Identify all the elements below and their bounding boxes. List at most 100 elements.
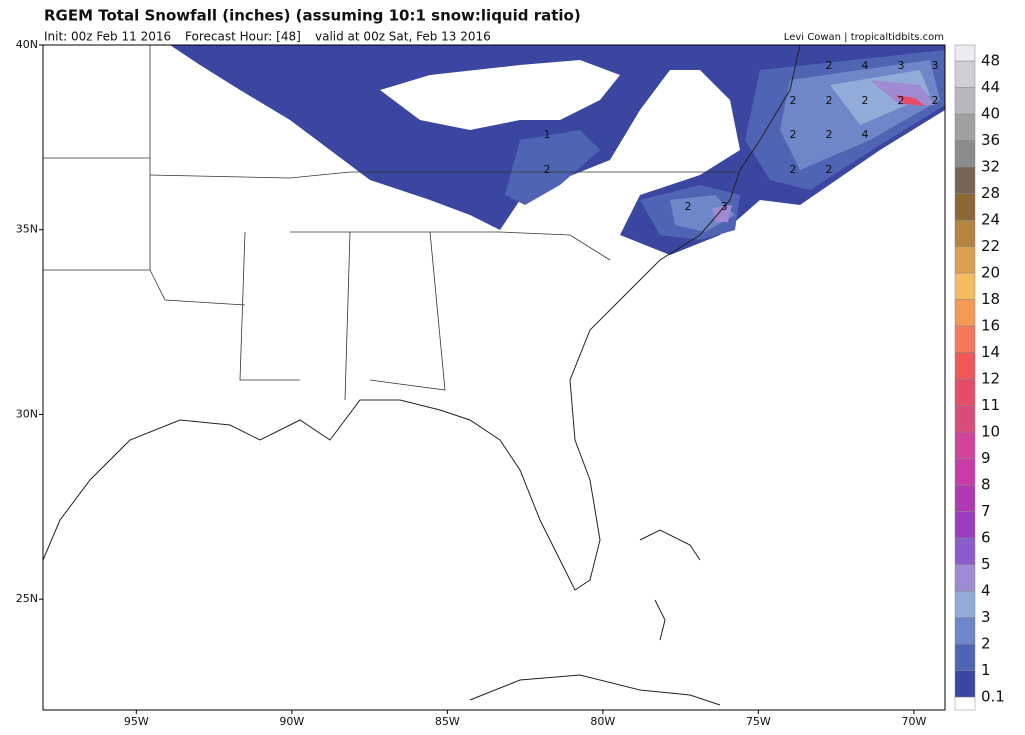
colorbar-label: 0.1 <box>981 688 1005 706</box>
coastline <box>654 599 666 641</box>
snow-area <box>870 80 935 105</box>
contour-label: 2 <box>932 94 939 107</box>
colorbar-box <box>954 299 976 327</box>
colorbar-box <box>954 696 976 711</box>
colorbar-box <box>954 590 976 618</box>
colorbar-box <box>954 44 976 62</box>
colorbar-box <box>954 166 976 194</box>
colorbar-box <box>954 405 976 433</box>
init: Init: 00z Feb 11 2016 <box>44 30 171 44</box>
contour-label: 2 <box>898 94 905 107</box>
colorbar-label: 2 <box>981 635 991 653</box>
lon-label: 70W <box>901 715 926 728</box>
contour-label: 4 <box>862 59 869 72</box>
colorbar-box <box>954 378 976 406</box>
coastline <box>42 44 801 591</box>
map-frame <box>42 44 946 711</box>
credit: Levi Cowan | tropicaltidbits.com <box>784 32 944 43</box>
colorbar-box <box>954 140 976 168</box>
colorbar-box <box>954 484 976 512</box>
lat-label: 30N <box>16 407 38 420</box>
lat-label: 40N <box>16 38 38 51</box>
contour-label: 3 <box>721 200 728 213</box>
colorbar-label: 9 <box>981 449 991 467</box>
snow-area <box>712 205 732 222</box>
colorbar-label: 18 <box>981 290 1000 308</box>
contour-label: 2 <box>790 128 797 141</box>
colorbar-box <box>954 537 976 565</box>
snow-area <box>670 195 735 232</box>
lon-label: 90W <box>279 715 304 728</box>
state-line <box>43 157 151 271</box>
contour-label: 2 <box>826 59 833 72</box>
colorbar-label: 12 <box>981 370 1000 388</box>
lat-label: 35N <box>16 223 38 236</box>
state-line <box>149 171 740 179</box>
colorbar-label: 10 <box>981 423 1000 441</box>
coastline <box>639 529 701 561</box>
contour-label: 2 <box>826 128 833 141</box>
colorbar-label: 40 <box>981 105 1000 123</box>
colorbar-label: 22 <box>981 237 1000 255</box>
valid-time: valid at 00z Sat, Feb 13 2016 <box>315 30 491 44</box>
contour-label: 4 <box>862 128 869 141</box>
colorbar-box <box>954 511 976 539</box>
contour-label: 2 <box>685 200 692 213</box>
colorbar-box <box>954 458 976 486</box>
colorbar-box <box>954 113 976 141</box>
colorbar-box <box>954 325 976 353</box>
colorbar-label: 6 <box>981 529 991 547</box>
colorbar-box <box>954 352 976 380</box>
colorbar-label: 8 <box>981 476 991 494</box>
state-line <box>239 231 300 381</box>
colorbar-box <box>954 60 976 88</box>
colorbar-box <box>954 564 976 592</box>
contour-label: 2 <box>826 94 833 107</box>
contour-label: 2 <box>862 94 869 107</box>
contour-label: 2 <box>790 163 797 176</box>
forecast-hour: Forecast Hour: [48] <box>185 30 301 44</box>
coastline <box>469 674 721 706</box>
colorbar-label: 36 <box>981 131 1000 149</box>
colorbar-label: 4 <box>981 582 991 600</box>
colorbar-box <box>954 219 976 247</box>
colorbar-box <box>954 670 976 698</box>
state-line <box>149 269 246 306</box>
colorbar-box <box>954 272 976 300</box>
state-line <box>369 231 446 391</box>
title: RGEM Total Snowfall (inches) (assuming 1… <box>44 7 581 25</box>
colorbar-label: 16 <box>981 317 1000 335</box>
colorbar-box <box>954 617 976 645</box>
contour-label: 2 <box>826 163 833 176</box>
colorbar-label: 5 <box>981 555 991 573</box>
lat-label: 25N <box>16 592 38 605</box>
colorbar-label: 32 <box>981 158 1000 176</box>
colorbar-label: 11 <box>981 396 1000 414</box>
colorbar-box <box>954 246 976 274</box>
state-line <box>499 231 611 261</box>
colorbar-label: 24 <box>981 211 1000 229</box>
contour-label: 1 <box>544 128 551 141</box>
colorbar-box <box>954 87 976 115</box>
lon-label: 95W <box>124 715 149 728</box>
lon-label: 80W <box>590 715 615 728</box>
colorbar-label: 14 <box>981 343 1000 361</box>
colorbar-label: 3 <box>981 608 991 626</box>
colorbar-box <box>954 193 976 221</box>
colorbar-box <box>954 643 976 671</box>
colorbar-label: 1 <box>981 661 991 679</box>
snow-area <box>895 95 925 106</box>
lon-label: 75W <box>746 715 771 728</box>
snow-area <box>505 130 600 205</box>
contour-label: 3 <box>898 59 905 72</box>
colorbar-label: 48 <box>981 52 1000 70</box>
snow-gap <box>380 60 620 130</box>
colorbar-box <box>954 431 976 459</box>
colorbar-label: 44 <box>981 78 1000 96</box>
colorbar-label: 20 <box>981 264 1000 282</box>
state-line <box>344 231 351 401</box>
contour-label: 2 <box>790 94 797 107</box>
map <box>42 44 945 706</box>
contour-label: 3 <box>932 59 939 72</box>
